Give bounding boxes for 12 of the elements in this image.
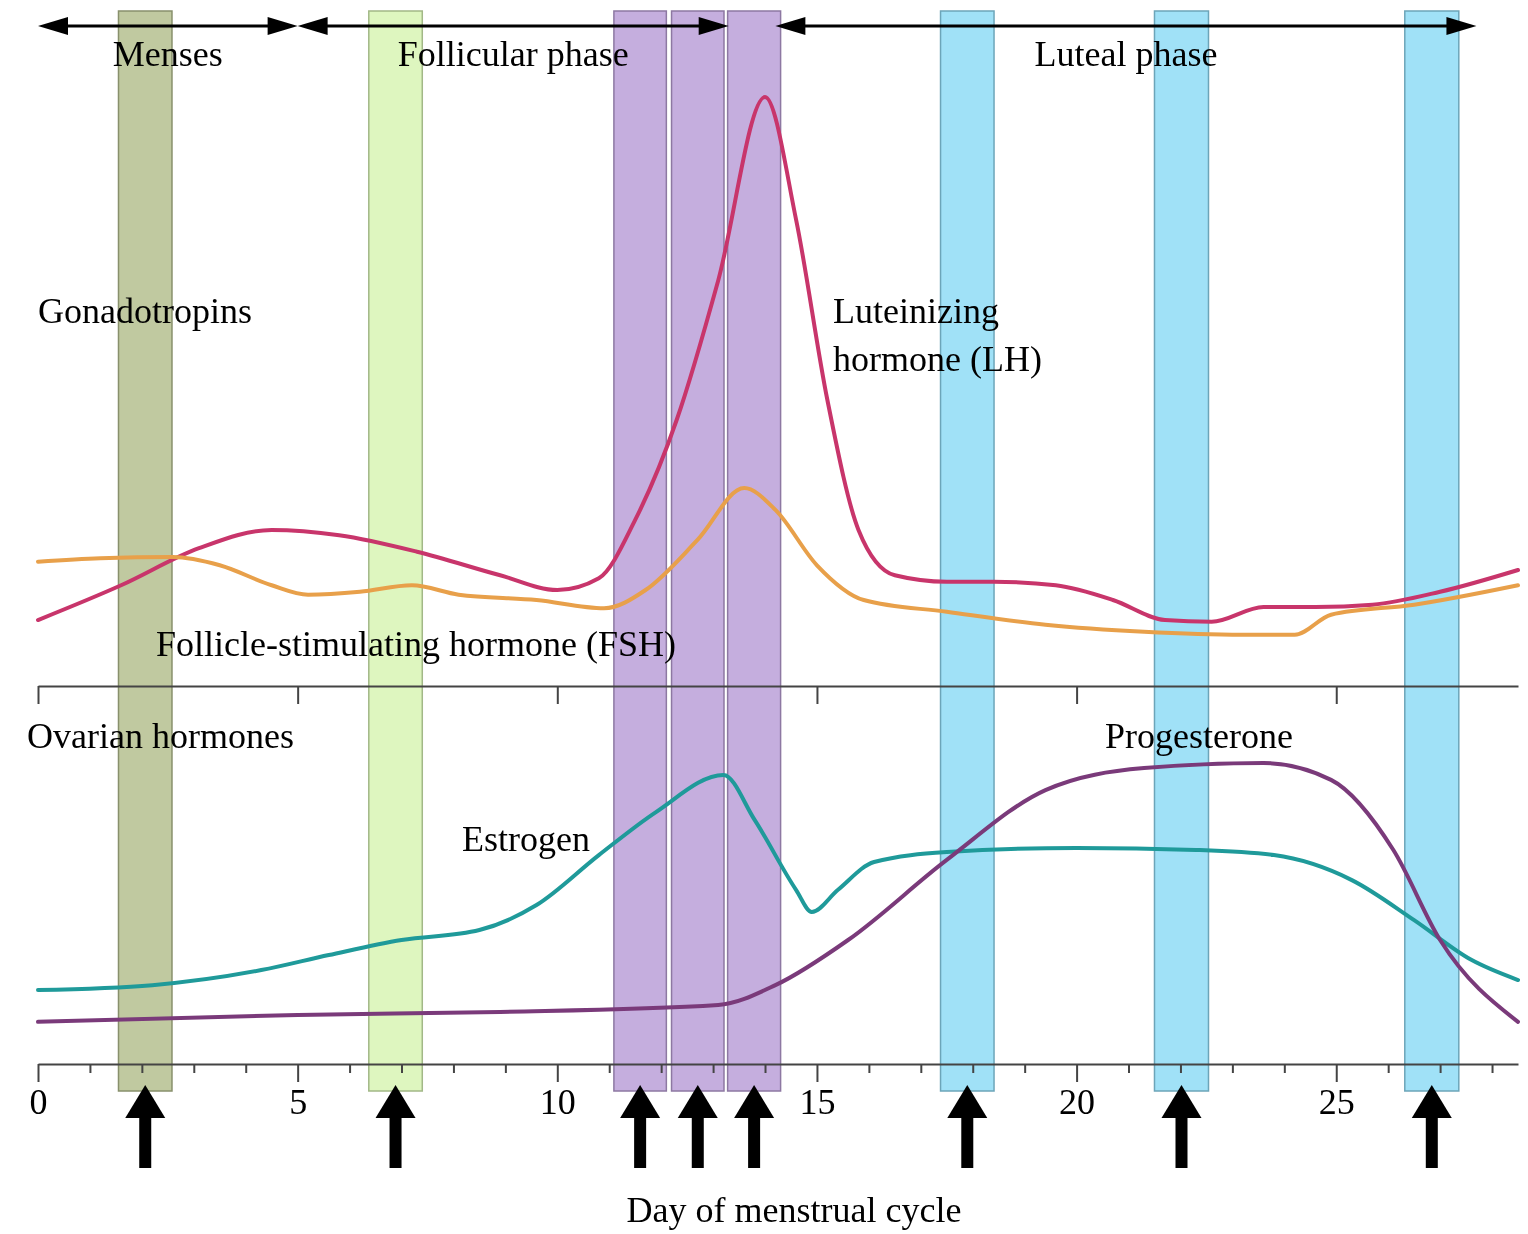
x-tick-label: 10 (539, 1081, 576, 1122)
text: Follicular phase (397, 34, 629, 74)
text: Menses (112, 34, 223, 74)
x-tick-label: 15 (799, 1081, 836, 1122)
text: Luteal phase (1034, 34, 1218, 74)
x-tick-label: 20 (1059, 1081, 1096, 1122)
x-tick-label: 5 (289, 1081, 308, 1122)
x-tick-label: 25 (1318, 1081, 1355, 1122)
series-label: Estrogen (462, 819, 590, 859)
x-tick-label: 0 (29, 1081, 48, 1122)
x-axis-title: Day of menstrual cycle (626, 1190, 962, 1230)
series-label: Follicle-stimulating hormone (FSH) (156, 624, 676, 664)
